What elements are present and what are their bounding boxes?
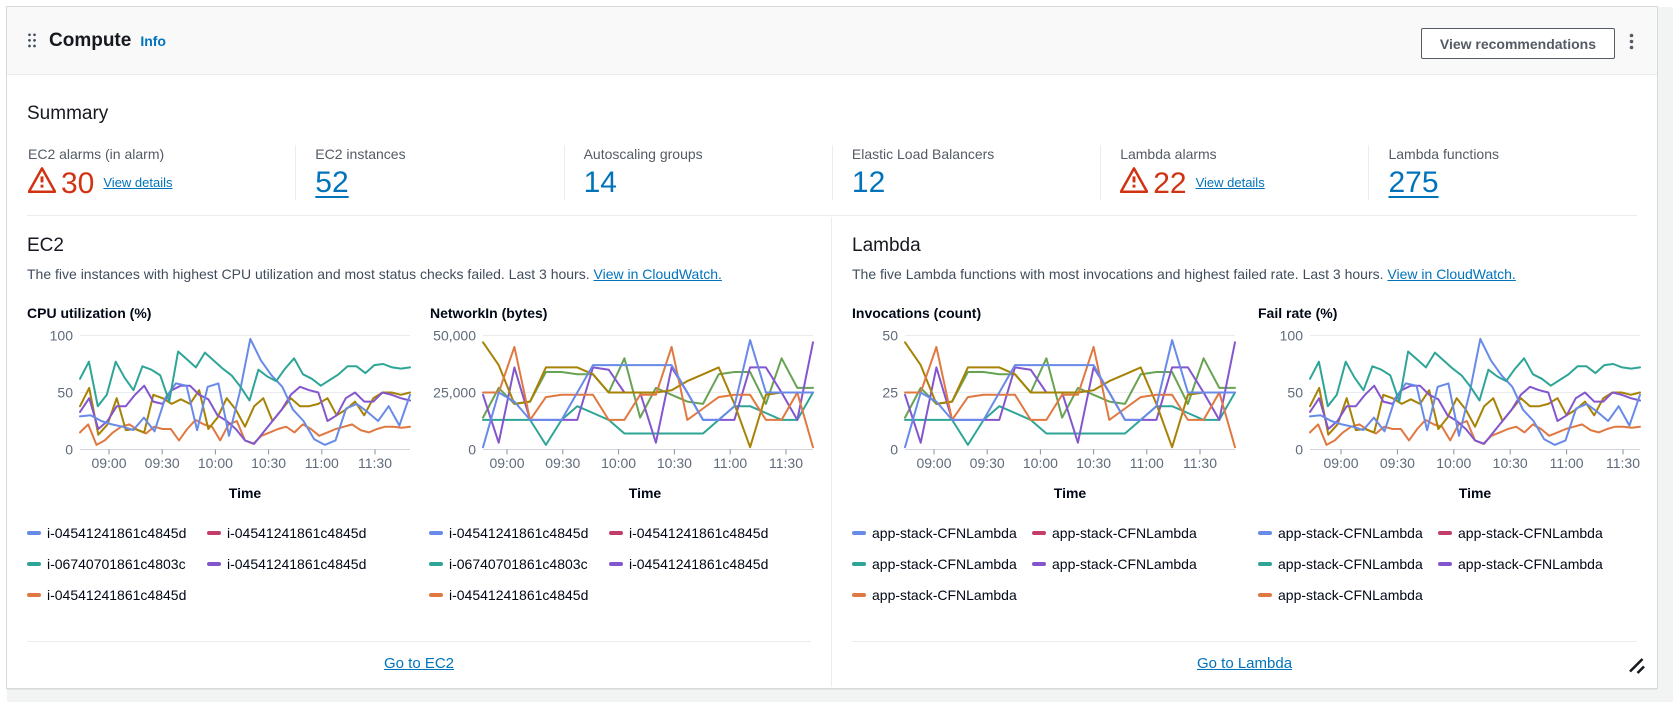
svg-text:11:00: 11:00 — [1550, 455, 1584, 471]
svg-text:10:00: 10:00 — [1023, 455, 1058, 471]
svg-text:09:00: 09:00 — [91, 455, 126, 471]
svg-text:11:00: 11:00 — [1130, 455, 1164, 471]
svg-text:0: 0 — [1295, 442, 1303, 458]
svg-text:50: 50 — [1287, 385, 1303, 401]
svg-text:11:00: 11:00 — [713, 455, 747, 471]
svg-text:11:30: 11:30 — [1183, 455, 1217, 471]
svg-text:09:00: 09:00 — [489, 455, 524, 471]
svg-text:10:00: 10:00 — [601, 455, 636, 471]
svg-text:10:30: 10:30 — [1076, 455, 1111, 471]
svg-text:10:00: 10:00 — [1436, 455, 1471, 471]
svg-text:09:30: 09:30 — [970, 455, 1005, 471]
svg-text:10:00: 10:00 — [198, 455, 233, 471]
svg-text:09:00: 09:00 — [1323, 455, 1358, 471]
svg-text:0: 0 — [65, 442, 73, 458]
svg-text:11:00: 11:00 — [305, 455, 339, 471]
svg-text:50: 50 — [57, 385, 73, 401]
svg-text:0: 0 — [890, 442, 898, 458]
svg-text:10:30: 10:30 — [1493, 455, 1528, 471]
svg-text:25,000: 25,000 — [433, 385, 476, 401]
svg-text:10:30: 10:30 — [251, 455, 286, 471]
svg-text:50,000: 50,000 — [433, 328, 476, 344]
svg-text:11:30: 11:30 — [1606, 455, 1640, 471]
svg-text:09:30: 09:30 — [145, 455, 180, 471]
svg-text:100: 100 — [50, 328, 74, 344]
svg-text:10:30: 10:30 — [657, 455, 692, 471]
svg-text:0: 0 — [468, 442, 476, 458]
svg-text:25: 25 — [882, 385, 898, 401]
svg-text:09:00: 09:00 — [916, 455, 951, 471]
svg-text:09:30: 09:30 — [1380, 455, 1415, 471]
svg-text:50: 50 — [882, 328, 898, 344]
svg-text:09:30: 09:30 — [545, 455, 580, 471]
svg-text:100: 100 — [1280, 328, 1304, 344]
svg-text:11:30: 11:30 — [769, 455, 803, 471]
svg-text:11:30: 11:30 — [358, 455, 392, 471]
